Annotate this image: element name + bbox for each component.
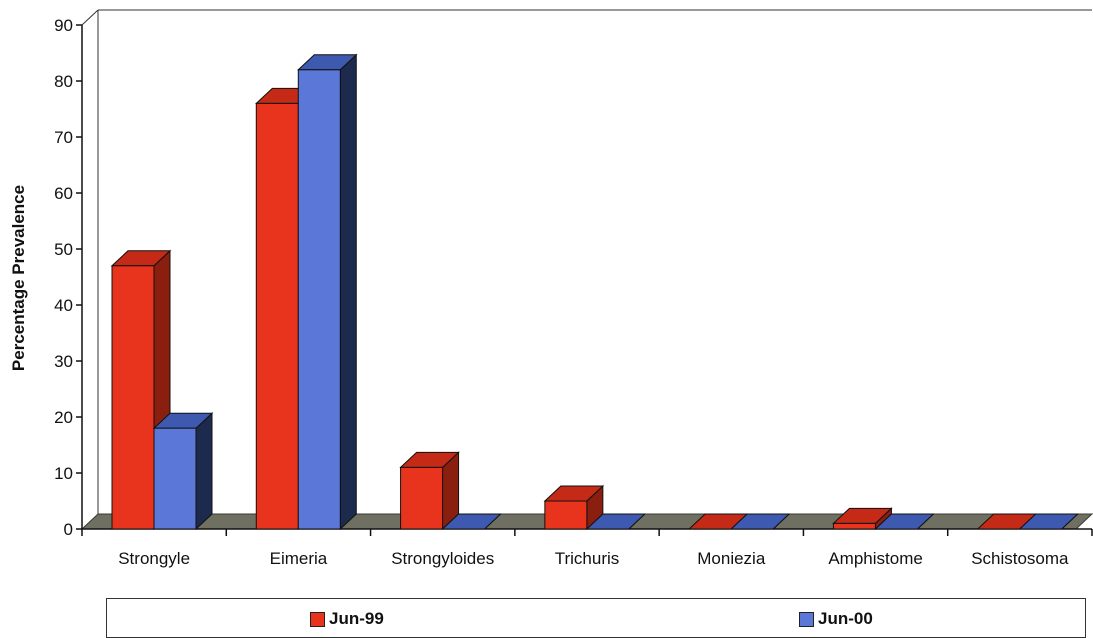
legend-label-series-2: Jun-00	[818, 609, 873, 628]
y-tick-label: 0	[64, 520, 73, 539]
bar-Jun-00-Trichuris	[585, 513, 647, 530]
legend-item-series-2: Jun-00	[799, 609, 873, 629]
legend: Jun-99 Jun-00	[106, 598, 1086, 638]
bar-top	[874, 513, 935, 530]
bar-top	[441, 513, 502, 530]
bar-Jun-00-Strongyle	[152, 412, 214, 531]
bar-top	[729, 513, 791, 530]
chart-bars	[110, 53, 1079, 531]
bar-front	[255, 102, 299, 530]
legend-label-series-1: Jun-99	[329, 609, 384, 628]
x-tick-label: Amphistome	[828, 549, 922, 568]
bar-front	[297, 69, 341, 530]
x-tick-label: Strongyloides	[391, 549, 494, 568]
bar-front	[111, 265, 155, 530]
bar-Jun-00-Strongyloides	[441, 513, 502, 530]
y-tick-label: 20	[54, 408, 73, 427]
bar-front	[544, 500, 588, 530]
bar-top	[1018, 513, 1079, 530]
x-axis-ticks: Strongyle Eimeria Strongyloides Trichuris Mo…	[81, 529, 1093, 568]
chart-frame	[80, 9, 1093, 530]
legend-item-series-1: Jun-99	[310, 609, 384, 629]
bar-Jun-99-Strongyloides	[399, 451, 460, 531]
x-tick-label: Trichuris	[555, 549, 620, 568]
bar-side	[339, 53, 357, 531]
y-tick-label: 40	[54, 296, 73, 315]
x-tick-label: Strongyle	[118, 549, 190, 568]
y-axis-ticks: 0 10 20 30 40 50 60 70 80 90	[54, 16, 82, 539]
bar-Jun-00-Schistosoma	[1018, 513, 1079, 530]
x-tick-label: Schistosoma	[971, 549, 1069, 568]
bar-Jun-99-Amphistome	[832, 507, 893, 531]
x-tick-label: Moniezia	[697, 549, 766, 568]
y-tick-label: 10	[54, 464, 73, 483]
bar-Jun-00-Eimeria	[297, 53, 358, 531]
y-tick-label: 80	[54, 72, 73, 91]
bar-Jun-99-Strongyle	[110, 249, 172, 531]
y-tick-label: 50	[54, 240, 73, 259]
bar-front	[400, 466, 444, 530]
bar-front	[153, 427, 197, 530]
bar-Jun-00-Moniezia	[729, 513, 791, 530]
bar-Jun-99-Trichuris	[543, 484, 605, 531]
y-tick-label: 30	[54, 352, 73, 371]
bar-top	[585, 513, 647, 530]
bar-front	[832, 522, 876, 530]
legend-swatch-series-1	[310, 611, 325, 627]
bar-side	[195, 412, 213, 531]
legend-swatch-series-2	[799, 611, 814, 627]
y-tick-label: 70	[54, 128, 73, 147]
x-tick-label: Eimeria	[270, 549, 328, 568]
y-tick-label: 60	[54, 184, 73, 203]
side-wall-top-edge	[81, 9, 99, 26]
y-tick-label: 90	[54, 16, 73, 35]
bar-Jun-00-Amphistome	[874, 513, 935, 530]
y-axis-label: Percentage Prevalence	[9, 185, 28, 371]
